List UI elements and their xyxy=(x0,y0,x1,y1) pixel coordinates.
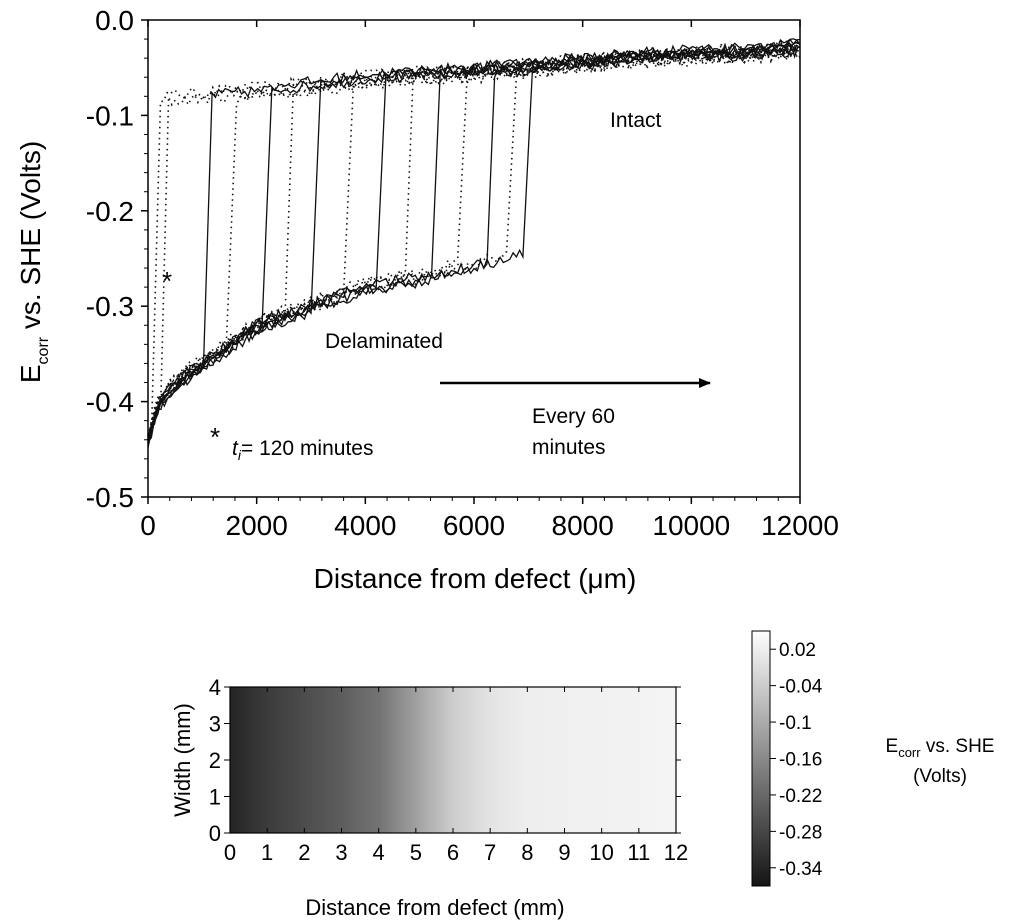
x-tick-label: 12000 xyxy=(761,510,839,541)
corrosion-potential-curve xyxy=(147,49,798,438)
colorbar-tick-label: -0.28 xyxy=(779,822,822,843)
heatmap-y-tick-group: 0 1 2 3 4 xyxy=(209,675,681,846)
heatmap-y-tick-label: 4 xyxy=(209,675,221,700)
colorbar-label-line2: (Volts) xyxy=(913,766,967,787)
heatmap-x-tick-label: 2 xyxy=(298,840,310,865)
y-tick-label: -0.4 xyxy=(86,387,134,418)
y-tick-label: -0.1 xyxy=(86,100,134,131)
heatmap-x-tick-label: 7 xyxy=(484,840,496,865)
x-tick-label: 2000 xyxy=(226,510,288,541)
heatmap-y-tick-label: 3 xyxy=(209,712,221,737)
corrosion-potential-curve xyxy=(147,41,799,437)
corrosion-potential-curve xyxy=(147,41,800,439)
intact-label: Intact xyxy=(610,109,662,132)
heatmap-x-tick-label: 6 xyxy=(447,840,459,865)
heatmap-x-tick-label: 12 xyxy=(664,840,688,865)
x-tick-label: 10000 xyxy=(652,510,730,541)
colorbar-tick-label: -0.34 xyxy=(779,859,823,880)
colorbar xyxy=(751,630,771,887)
colorbar-tick-label: -0.04 xyxy=(779,677,823,698)
heatmap-x-tick-label: 10 xyxy=(589,840,613,865)
colorbar-tick-label: -0.16 xyxy=(779,750,822,771)
heatmap-x-tick-label: 1 xyxy=(261,840,273,865)
corrosion-potential-curve xyxy=(147,40,799,437)
heatmap-x-tick-label: 3 xyxy=(335,840,347,865)
heatmap-x-tick-label: 5 xyxy=(410,840,422,865)
x-axis-label: Distance from defect (μm) xyxy=(314,563,637,594)
heatmap-y-axis-label: Width (mm) xyxy=(170,703,195,817)
delaminated-label: Delaminated xyxy=(325,330,443,353)
x-tick-label: 6000 xyxy=(443,510,505,541)
ti-label: ti= 120 minutes xyxy=(232,437,373,463)
top-line-chart: 0 2000 4000 6000 8000 10000 12000 0.0 -0.1 -0.2 -… xyxy=(15,5,839,594)
plot-frame xyxy=(147,19,801,498)
y-tick-label: -0.2 xyxy=(86,196,134,227)
heatmap-y-tick-label: 1 xyxy=(209,785,221,810)
curve-group xyxy=(147,38,801,448)
corrosion-potential-curve xyxy=(147,44,799,440)
corrosion-potential-curve xyxy=(147,44,801,448)
colorbar-tick-label: -0.22 xyxy=(779,786,822,807)
corrosion-potential-curve xyxy=(147,38,801,443)
heatmap-x-tick-label: 9 xyxy=(558,840,570,865)
heatmap-x-tick-label: 8 xyxy=(521,840,533,865)
y-tick-group: 0.0 -0.1 -0.2 -0.3 -0.4 -0.5 xyxy=(86,5,148,513)
y-tick-label: -0.5 xyxy=(86,482,134,513)
heatmap-y-tick-label: 0 xyxy=(209,821,221,846)
colorbar-tick-label: -0.1 xyxy=(779,713,812,734)
corrosion-potential-curve xyxy=(147,38,801,438)
corrosion-potential-curve xyxy=(147,41,801,441)
x-tick-label: 0 xyxy=(140,510,156,541)
x-tick-group: 0 2000 4000 6000 8000 10000 12000 xyxy=(140,20,839,541)
corrosion-potential-curve xyxy=(147,47,801,437)
arrow-label-line1: Every 60 xyxy=(532,405,615,428)
heatmap-x-tick-label: 4 xyxy=(373,840,385,865)
y-tick-label: -0.3 xyxy=(86,291,134,322)
x-tick-label: 8000 xyxy=(552,510,614,541)
y-tick-label: 0.0 xyxy=(95,5,134,36)
heatmap-x-axis-label: Distance from defect (mm) xyxy=(305,895,564,920)
heatmap-y-tick-label: 2 xyxy=(209,748,221,773)
colorbar-label-line1: Ecorr vs. SHE xyxy=(886,736,995,760)
corrosion-potential-curve xyxy=(147,41,801,442)
heatmap-x-tick-group: 0 1 2 3 4 5 6 7 8 9 10 11 12 xyxy=(224,687,688,865)
heatmap-area xyxy=(230,687,676,833)
heatmap-x-tick-label: 11 xyxy=(627,840,650,865)
star-marker-1: * xyxy=(162,266,172,296)
heatmap-x-tick-label: 0 xyxy=(224,840,236,865)
colorbar-tick-label: 0.02 xyxy=(779,640,816,661)
colorbar-tick-group: 0.02 -0.04 -0.1 -0.16 -0.22 -0.28 -0.34 xyxy=(770,640,823,880)
x-tick-label: 4000 xyxy=(334,510,396,541)
arrow-label-line2: minutes xyxy=(532,436,606,459)
y-axis-label: Ecorr vs. SHE (Volts) xyxy=(15,141,52,383)
corrosion-potential-curve xyxy=(147,39,801,441)
star-marker-2: * xyxy=(210,422,220,452)
corrosion-potential-curve xyxy=(147,44,799,438)
corrosion-potential-curve xyxy=(147,49,801,436)
